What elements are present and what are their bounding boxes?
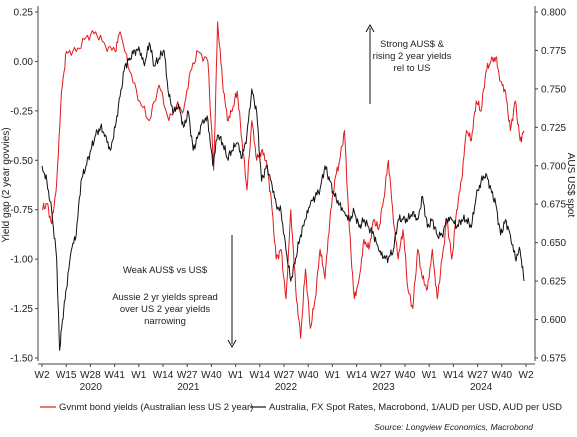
right-tick-label: 0.675: [541, 200, 566, 211]
year-label: 2020: [80, 382, 103, 393]
x-tick-label: W14: [443, 370, 464, 381]
left-tick-label: -1.50: [10, 354, 33, 365]
series-lines: [41, 21, 525, 351]
x-tick-label: W28: [80, 370, 101, 381]
annotation-spread-line-2: over US 2 year yields: [120, 304, 211, 315]
annotation-spread-line-3: narrowing: [144, 316, 186, 327]
x-tick-label: W14: [346, 370, 367, 381]
x-tick-label: W1: [131, 370, 146, 381]
left-tick-label: -0.50: [10, 156, 33, 167]
right-axis-title: AUS US$ spot: [565, 153, 576, 218]
x-axis-ticks: W2 W15 W28 W41 W1 W14 W27 W40 W1 W14 W27 W40 W1 W14 W2…: [35, 364, 534, 381]
left-tick-label: -0.75: [10, 205, 33, 216]
annotation-strong-aud-line-1: Strong AUS$ &: [380, 39, 445, 50]
x-tick-label: W1: [325, 370, 340, 381]
right-tick-label: 0.600: [541, 315, 566, 326]
x-tick-label: W27: [274, 370, 295, 381]
source-note: Source: Longview Economics, Macrobond: [374, 422, 533, 432]
down-arrow-icon: [227, 339, 237, 349]
x-tick-label: W27: [371, 370, 392, 381]
year-label: 2022: [275, 382, 298, 393]
x-tick-label: W2: [35, 370, 50, 381]
x-tick-label: W27: [467, 370, 488, 381]
annotation-strong-aud-line-3: rel to US: [394, 63, 431, 74]
left-tick-label: -0.25: [10, 106, 33, 117]
x-tick-label: W15: [56, 370, 77, 381]
x-tick-label: W1: [228, 370, 243, 381]
right-tick-label: 0.625: [541, 277, 566, 288]
series-line-fx-spot: [41, 42, 525, 351]
x-tick-label: W41: [104, 370, 125, 381]
right-tick-label: 0.775: [541, 46, 566, 57]
right-tick-label: 0.750: [541, 84, 566, 95]
year-label: 2023: [372, 382, 395, 393]
x-tick-label: W40: [492, 370, 513, 381]
legend-label-fx-spot: Australia, FX Spot Rates, Macrobond, 1/A…: [269, 402, 562, 413]
left-tick-label: 0.00: [14, 57, 34, 68]
x-tick-label: W27: [177, 370, 198, 381]
left-axis-title: Yield gap (2 year govvies): [1, 127, 12, 242]
right-tick-label: 0.700: [541, 161, 566, 172]
right-tick-label: 0.725: [541, 123, 566, 134]
left-tick-label: -1.00: [10, 255, 33, 266]
year-label: 2021: [177, 382, 200, 393]
legend-label-bond-yields: Gvnmt bond yields (Australian less US 2 …: [59, 402, 253, 413]
x-tick-label: W40: [298, 370, 319, 381]
x-tick-label: W2: [519, 370, 534, 381]
x-axis-year-labels: 2020 2021 2022 2023 2024: [80, 382, 493, 393]
right-tick-label: 0.575: [541, 354, 566, 365]
annotation-spread-line-1: Aussie 2 yr yields spread: [112, 292, 218, 303]
right-tick-label: 0.800: [541, 8, 566, 19]
up-arrow-icon: [365, 23, 375, 33]
x-tick-label: W14: [153, 370, 174, 381]
annotation-strong-aud-line-2: rising 2 year yields: [373, 51, 452, 62]
x-tick-label: W14: [250, 370, 271, 381]
year-label: 2024: [470, 382, 493, 393]
right-tick-label: 0.650: [541, 238, 566, 249]
x-tick-label: W1: [422, 370, 437, 381]
left-tick-label: -1.25: [10, 304, 33, 315]
x-tick-label: W40: [395, 370, 416, 381]
annotation-weak-aud: Weak AUS$ vs US$: [123, 265, 208, 276]
left-axis-ticks: 0.25 0.00 -0.25 -0.50 -0.75 -1.00 -1.25 -1.50: [10, 8, 38, 365]
series-line-bond-yields: [41, 21, 525, 339]
right-axis-ticks: 0.800 0.775 0.750 0.725 0.700 0.675 0.650 0.625…: [535, 8, 566, 365]
left-tick-label: 0.25: [14, 8, 34, 19]
x-tick-label: W40: [201, 370, 222, 381]
